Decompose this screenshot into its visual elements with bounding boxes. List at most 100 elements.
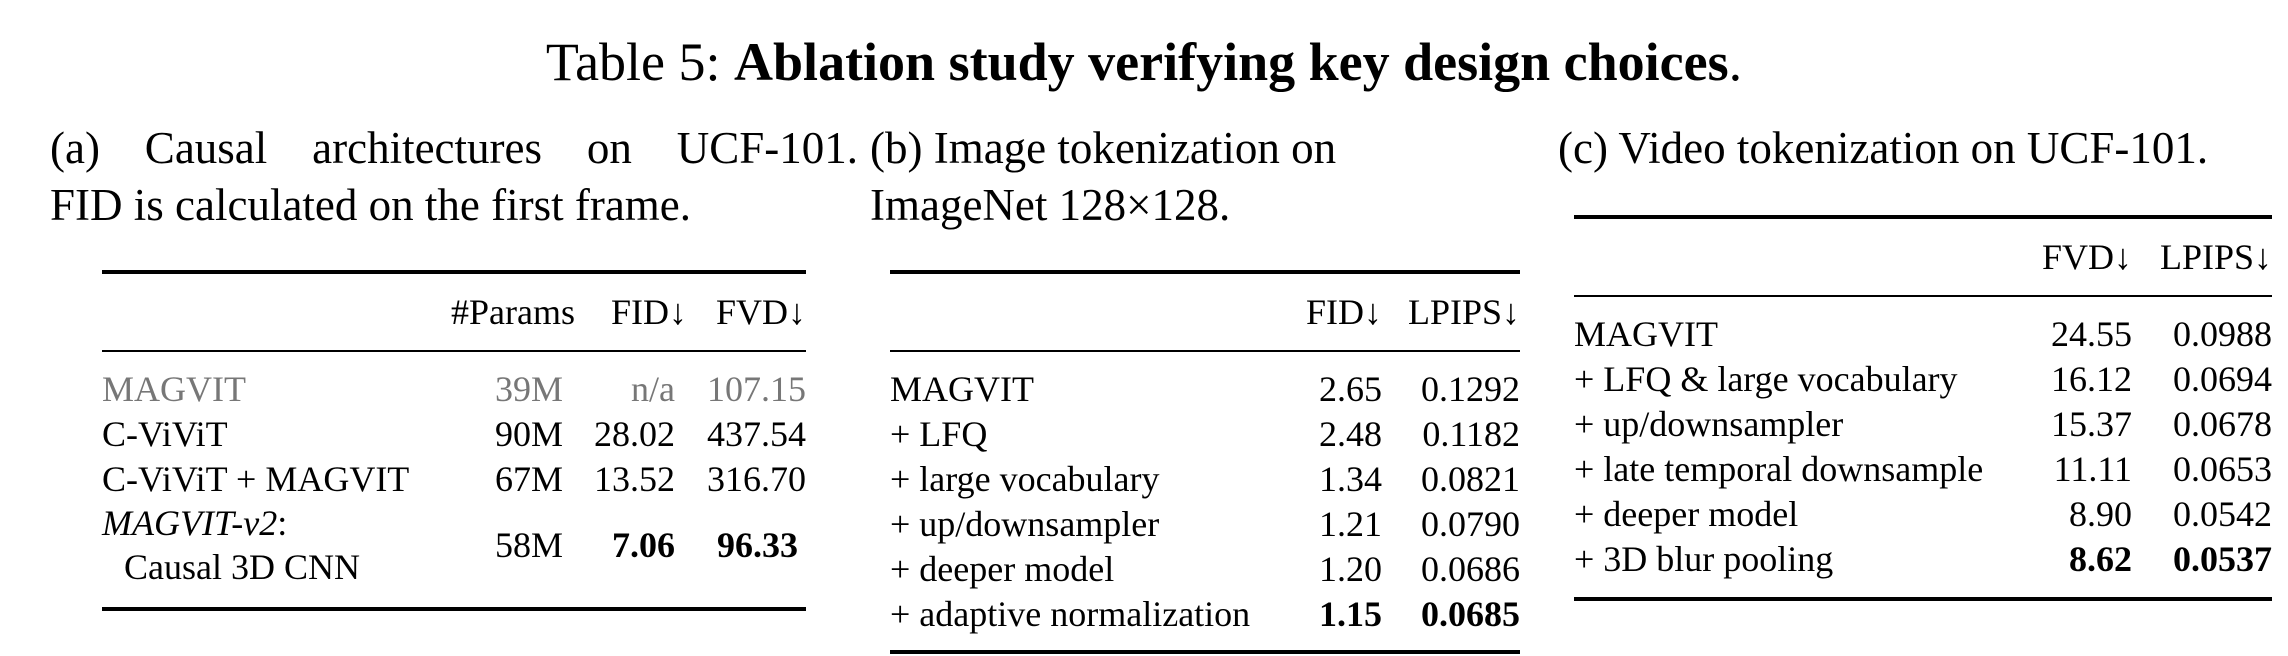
table-a-cell: 28.02 xyxy=(594,413,675,454)
table-b-cell: 2.65 xyxy=(1319,368,1382,409)
table-a-cell: MAGVIT-v2: Causal 3D CNN xyxy=(102,501,447,609)
table-b-cell: 0.0686 xyxy=(1421,548,1520,589)
table-c-header-lpips: LPIPS↓ xyxy=(2159,237,2272,277)
table-c-cell: 8.90 xyxy=(2069,493,2132,534)
caption-suffix: . xyxy=(1728,32,1743,92)
table-a-cell: 58M xyxy=(494,525,563,565)
table-b-cell: + adaptive normalization xyxy=(890,593,1251,634)
table-row: MAGVIT 2.65 0.1292 xyxy=(890,351,1520,411)
table-b-cell: + deeper model xyxy=(890,548,1115,589)
table-a-cell: 107.15 xyxy=(707,368,806,409)
table-c-cell: 0.0537 xyxy=(2173,538,2272,579)
table-c-cell: MAGVIT xyxy=(1574,313,1718,354)
table-a-cell: n/a xyxy=(631,368,675,409)
table-a-cell: 437.54 xyxy=(707,413,806,454)
table-c-cell: 0.0653 xyxy=(2173,448,2272,489)
table-c-header-blank xyxy=(1574,217,2034,296)
table-row: C-ViViT 90M 28.02 437.54 xyxy=(102,411,806,456)
table-c-cell: 0.0694 xyxy=(2173,358,2272,399)
table-a-header-params: #Params xyxy=(451,292,575,332)
table-row: + deeper model 1.20 0.0686 xyxy=(890,546,1520,591)
table-b-cell: 0.0685 xyxy=(1421,593,1520,634)
table-b-cell: + up/downsampler xyxy=(890,503,1160,544)
table-a-header-blank xyxy=(102,272,447,351)
table-c-header-row: FVD↓ LPIPS↓ xyxy=(1574,217,2272,296)
table-caption: Table 5: Ablation study verifying key de… xyxy=(0,30,2288,94)
table-row: MAGVIT-v2: Causal 3D CNN 58M 7.06 96.33 xyxy=(102,501,806,609)
caption-bold: Ablation study verifying key design choi… xyxy=(734,32,1729,92)
table-a-cell: 90M xyxy=(494,413,563,454)
table-b-cell: 1.21 xyxy=(1319,503,1382,544)
table-a-cell: C-ViViT xyxy=(102,413,228,454)
table-a: #Params FID↓ FVD↓ MAGVIT 39M n/a 107.15 … xyxy=(102,270,806,611)
table-b: FID↓ LPIPS↓ MAGVIT 2.65 0.1292 + LFQ 2.4… xyxy=(890,270,1520,654)
table-a-cell: 7.06 xyxy=(612,525,675,565)
table-row: + large vocabulary 1.34 0.0821 xyxy=(890,456,1520,501)
table-row: MAGVIT 24.55 0.0988 xyxy=(1574,296,2272,356)
table-b-cell: 0.1182 xyxy=(1422,413,1520,454)
table-b-cell: MAGVIT xyxy=(890,368,1034,409)
table-c-cell: + LFQ & large vocabulary xyxy=(1574,358,1958,399)
table-c-cell: 16.12 xyxy=(2051,358,2132,399)
table-a-method-italic: MAGVIT-v2 xyxy=(102,503,278,543)
subcaption-c: (c) Video tokenization on UCF-101. xyxy=(1558,120,2278,177)
table-a-cell: MAGVIT xyxy=(102,368,246,409)
table-c-cell: 0.0988 xyxy=(2173,313,2272,354)
subcaption-a: (a) Causal architectures on UCF-101. FID… xyxy=(50,120,870,234)
table-c-cell: 24.55 xyxy=(2051,313,2132,354)
table-b-cell: 0.0790 xyxy=(1421,503,1520,544)
table-row: + deeper model 8.90 0.0542 xyxy=(1574,491,2272,536)
table-a-header-row: #Params FID↓ FVD↓ xyxy=(102,272,806,351)
subcaption-b-line2: ImageNet 128×128. xyxy=(870,180,1231,230)
table-a-method-name: MAGVIT-v2: xyxy=(102,503,287,543)
table-c-cell: + up/downsampler xyxy=(1574,403,1844,444)
table-a-cell: C-ViViT + MAGVIT xyxy=(102,458,410,499)
table-a-cell: 316.70 xyxy=(707,458,806,499)
table-b-cell: 1.15 xyxy=(1319,593,1382,634)
table-a-cell: 13.52 xyxy=(594,458,675,499)
table-a-method-desc: Causal 3D CNN xyxy=(124,547,360,587)
subcaption-b: (b) Image tokenization on ImageNet 128×1… xyxy=(870,120,1510,234)
table-a-header-fid: FID↓ xyxy=(610,292,687,332)
table-c-cell: + late temporal downsample xyxy=(1574,448,1984,489)
table-row: MAGVIT 39M n/a 107.15 xyxy=(102,351,806,411)
table-row: + late temporal downsample 11.11 0.0653 xyxy=(1574,446,2272,491)
table-b-header-blank xyxy=(890,272,1298,351)
table-c-cell: 15.37 xyxy=(2051,403,2132,444)
table-a-header-fvd: FVD↓ xyxy=(715,292,806,332)
table-b-header-row: FID↓ LPIPS↓ xyxy=(890,272,1520,351)
table-c-cell: + deeper model xyxy=(1574,493,1799,534)
table-a-method-colon: : xyxy=(277,503,288,543)
table-c-cell: 11.11 xyxy=(2053,448,2132,489)
table-c-cell: + 3D blur pooling xyxy=(1574,538,1834,579)
table-c-header-fvd: FVD↓ xyxy=(2041,237,2132,277)
table-row: + up/downsampler 1.21 0.0790 xyxy=(890,501,1520,546)
table-b-cell: 2.48 xyxy=(1319,413,1382,454)
table-c-cell: 0.0542 xyxy=(2173,493,2272,534)
table-b-cell: 0.0821 xyxy=(1421,458,1520,499)
table-b-cell: + large vocabulary xyxy=(890,458,1160,499)
table-row: + LFQ & large vocabulary 16.12 0.0694 xyxy=(1574,356,2272,401)
table-b-header-lpips: LPIPS↓ xyxy=(1407,292,1520,332)
table-row: + up/downsampler 15.37 0.0678 xyxy=(1574,401,2272,446)
subcaption-a-line2: FID is calculated on the first frame. xyxy=(50,180,692,230)
table-c-cell: 0.0678 xyxy=(2173,403,2272,444)
table-c: FVD↓ LPIPS↓ MAGVIT 24.55 0.0988 + LFQ & … xyxy=(1574,215,2272,601)
table-b-cell: + LFQ xyxy=(890,413,988,454)
table-c-cell: 8.62 xyxy=(2069,538,2132,579)
table-b-cell: 1.20 xyxy=(1319,548,1382,589)
table-b-header-fid: FID↓ xyxy=(1305,292,1382,332)
table-a-cell: 67M xyxy=(494,458,563,499)
subcaption-c-line1: (c) Video tokenization on UCF-101. xyxy=(1558,123,2209,173)
table-b-cell: 0.1292 xyxy=(1421,368,1520,409)
subcaption-b-line1: (b) Image tokenization on xyxy=(870,123,1337,173)
subcaption-a-line1: (a) Causal architectures on UCF-101. xyxy=(50,123,858,173)
table-row: + 3D blur pooling 8.62 0.0537 xyxy=(1574,536,2272,599)
caption-prefix: Table 5: xyxy=(545,32,735,92)
table-b-cell: 1.34 xyxy=(1319,458,1382,499)
table-a-cell: 96.33 xyxy=(717,525,798,565)
table-row: + adaptive normalization 1.15 0.0685 xyxy=(890,591,1520,652)
table-row: C-ViViT + MAGVIT 67M 13.52 316.70 xyxy=(102,456,806,501)
table-a-cell: 39M xyxy=(494,368,563,409)
table-row: + LFQ 2.48 0.1182 xyxy=(890,411,1520,456)
